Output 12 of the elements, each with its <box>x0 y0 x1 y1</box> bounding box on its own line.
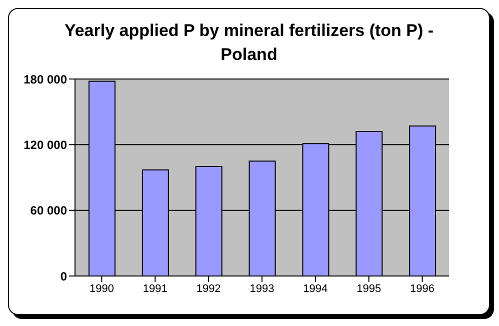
y-tick-label: 120 000 <box>24 138 68 152</box>
y-tick-label: 180 000 <box>24 72 68 86</box>
x-tick-label: 1992 <box>196 282 221 295</box>
y-tick-label: 60 000 <box>30 204 68 218</box>
x-tick-label: 1993 <box>250 282 274 295</box>
x-tick-label: 1996 <box>410 282 435 295</box>
x-tick-label: 1991 <box>142 282 168 295</box>
x-tick-label: 1990 <box>89 282 114 295</box>
x-tick-label: 1995 <box>356 282 382 295</box>
chart-title: Yearly applied P by mineral fertilizers (ton P) - Poland <box>63 20 435 66</box>
x-tick-label: 1994 <box>303 282 328 295</box>
y-tick-label: 0 <box>60 269 68 284</box>
